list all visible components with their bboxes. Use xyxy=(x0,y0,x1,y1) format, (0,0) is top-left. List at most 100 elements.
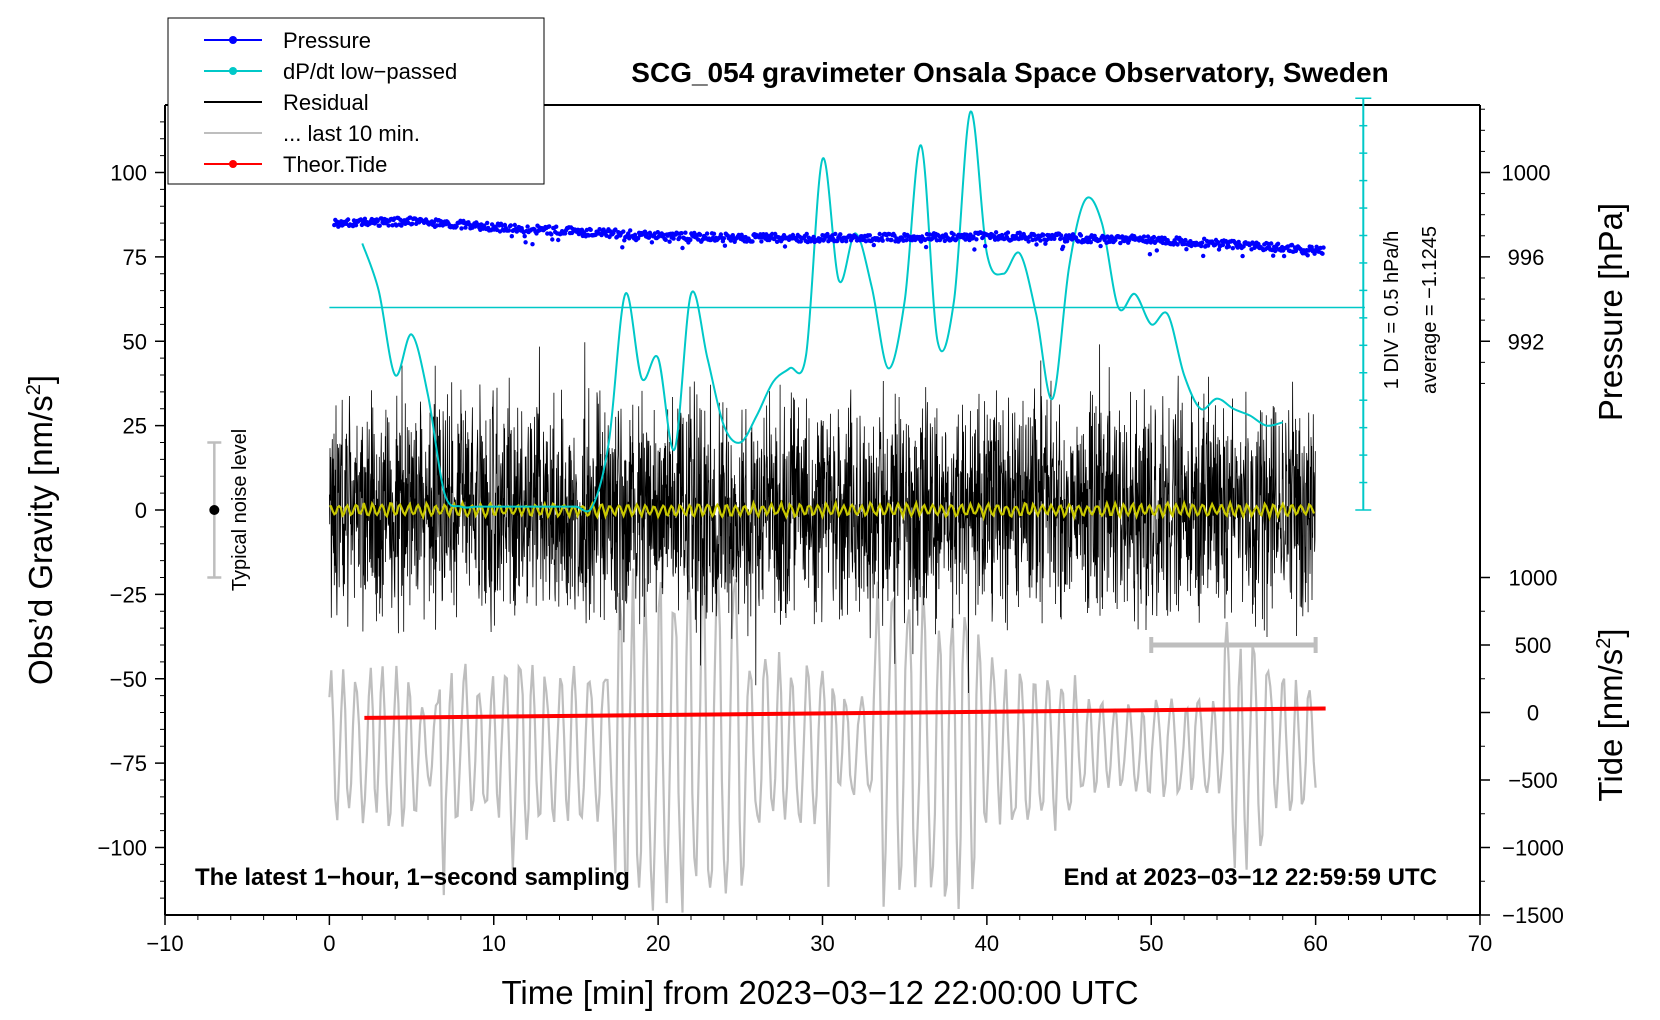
pressure-point xyxy=(880,238,885,243)
pressure-point xyxy=(923,244,929,250)
pressure-point xyxy=(825,231,830,237)
labels-layer: SCG_054 gravimeter Onsala Space Observat… xyxy=(22,57,1629,1011)
pressure-point xyxy=(375,218,380,224)
pressure-point xyxy=(588,227,593,232)
pressure-point xyxy=(1241,244,1246,249)
pressure-point xyxy=(718,232,724,237)
pressure-point xyxy=(1175,242,1180,247)
pressure-point xyxy=(1230,246,1236,251)
pressure-point xyxy=(489,222,495,227)
note-bottom-left: The latest 1−hour, 1−second sampling xyxy=(195,864,630,891)
pressure-point xyxy=(833,231,838,237)
pressure-point xyxy=(1038,238,1043,243)
pressure-point xyxy=(613,227,618,232)
x-tick-label: −10 xyxy=(146,931,183,956)
pressure-point xyxy=(509,234,514,239)
legend: Pressure dP/dt low−passed Residual ... last… xyxy=(167,17,545,185)
pressure-point xyxy=(1088,240,1094,245)
noise-level-label: Typical noise level xyxy=(229,429,251,591)
x-tick-label: 40 xyxy=(975,931,999,956)
series-layer xyxy=(328,110,1365,913)
noise-bar-center xyxy=(209,505,220,515)
pressure-point xyxy=(1183,237,1188,243)
pressure-point xyxy=(704,231,710,236)
pressure-point xyxy=(1200,240,1205,245)
pressure-point xyxy=(698,232,703,237)
pressure-point xyxy=(1271,253,1276,258)
chart-title: SCG_054 gravimeter Onsala Space Observat… xyxy=(631,57,1388,88)
pressure-point xyxy=(877,231,882,237)
pressure-point xyxy=(750,239,755,244)
pressure-point xyxy=(835,238,840,244)
y-left-tick-label: 25 xyxy=(123,414,147,439)
pressure-point xyxy=(556,237,561,243)
pressure-point xyxy=(838,232,843,237)
legend-marker xyxy=(229,67,237,75)
pressure-point xyxy=(649,240,655,245)
pressure-point xyxy=(377,223,382,228)
dpdt-div-note: 1 DIV = 0.5 hPa/h xyxy=(1381,231,1403,389)
y-axis-title-tide-main: Tide [nm/s xyxy=(1592,649,1629,802)
x-axis-title: Time [min] from 2023−03−12 22:00:00 UTC xyxy=(501,974,1138,1011)
y-tide-tick-label: 500 xyxy=(1515,633,1552,658)
pressure-point xyxy=(353,223,359,228)
pressure-point xyxy=(362,216,368,221)
y-left-tick-label: −25 xyxy=(110,582,147,607)
pressure-point xyxy=(974,237,979,242)
pressure-point xyxy=(889,237,894,243)
pressure-point xyxy=(1275,241,1281,246)
pressure-point xyxy=(683,230,688,235)
pressure-series xyxy=(332,215,1326,259)
pressure-point xyxy=(506,228,512,233)
legend-label: Pressure xyxy=(283,28,371,53)
pressure-point xyxy=(983,243,988,249)
pressure-point xyxy=(1147,252,1153,257)
pressure-point xyxy=(671,236,676,241)
pressure-point xyxy=(871,242,876,248)
note-bottom-right: End at 2023−03−12 22:59:59 UTC xyxy=(1063,864,1437,891)
y-axis-title-pressure: Pressure [hPa] xyxy=(1592,203,1629,421)
legend-label: dP/dt low−passed xyxy=(283,59,457,84)
pressure-point xyxy=(811,234,816,240)
pressure-point xyxy=(867,233,872,238)
y-left-tick-label: −50 xyxy=(110,667,147,692)
pressure-point xyxy=(523,240,528,245)
pressure-point xyxy=(1201,253,1206,259)
y-axis-title-tide-sup: 2 xyxy=(1593,638,1615,649)
y-axis-title-tide: Tide [nm/s2] xyxy=(1592,628,1629,801)
x-tick-label: 10 xyxy=(482,931,506,956)
pressure-point xyxy=(1215,240,1221,245)
y-axis-title-left-close: ] xyxy=(22,375,59,384)
x-tick-label: 50 xyxy=(1139,931,1163,956)
pressure-point xyxy=(722,243,728,248)
pressure-point xyxy=(680,245,685,251)
pressure-point xyxy=(1309,244,1314,250)
pressure-point xyxy=(549,232,554,237)
pressure-point xyxy=(1060,244,1066,249)
pressure-point xyxy=(1032,233,1037,238)
pressure-point xyxy=(1289,242,1295,248)
pressure-point xyxy=(632,232,638,237)
y-left-tick-label: 75 xyxy=(123,245,147,270)
y-left-tick-label: −75 xyxy=(110,751,147,776)
y-tide-tick-label: −1000 xyxy=(1502,836,1564,861)
pressure-point xyxy=(1052,236,1057,241)
y-axis-title-left-main: Obs’d Gravity [nm/s xyxy=(22,395,59,685)
x-tick-label: 30 xyxy=(810,931,834,956)
pressure-point xyxy=(1098,243,1103,249)
pressure-point xyxy=(1321,245,1326,250)
ticks-layer: −10 0 10 20 30 40 50 60 701007550250−25−50−75−10… xyxy=(97,97,1564,956)
pressure-point xyxy=(550,237,555,242)
y-tide-tick-label: 1000 xyxy=(1509,566,1558,591)
pressure-point xyxy=(1043,241,1048,246)
pressure-point xyxy=(1118,240,1123,246)
pressure-point xyxy=(1151,234,1157,240)
pressure-point xyxy=(628,228,633,233)
pressure-point xyxy=(1281,253,1287,259)
pressure-point xyxy=(677,235,682,240)
pressure-point xyxy=(547,224,552,229)
dpdt-average-note: average = −1.1245 xyxy=(1419,226,1441,394)
pressure-point xyxy=(1269,241,1274,246)
pressure-point xyxy=(1220,242,1226,248)
